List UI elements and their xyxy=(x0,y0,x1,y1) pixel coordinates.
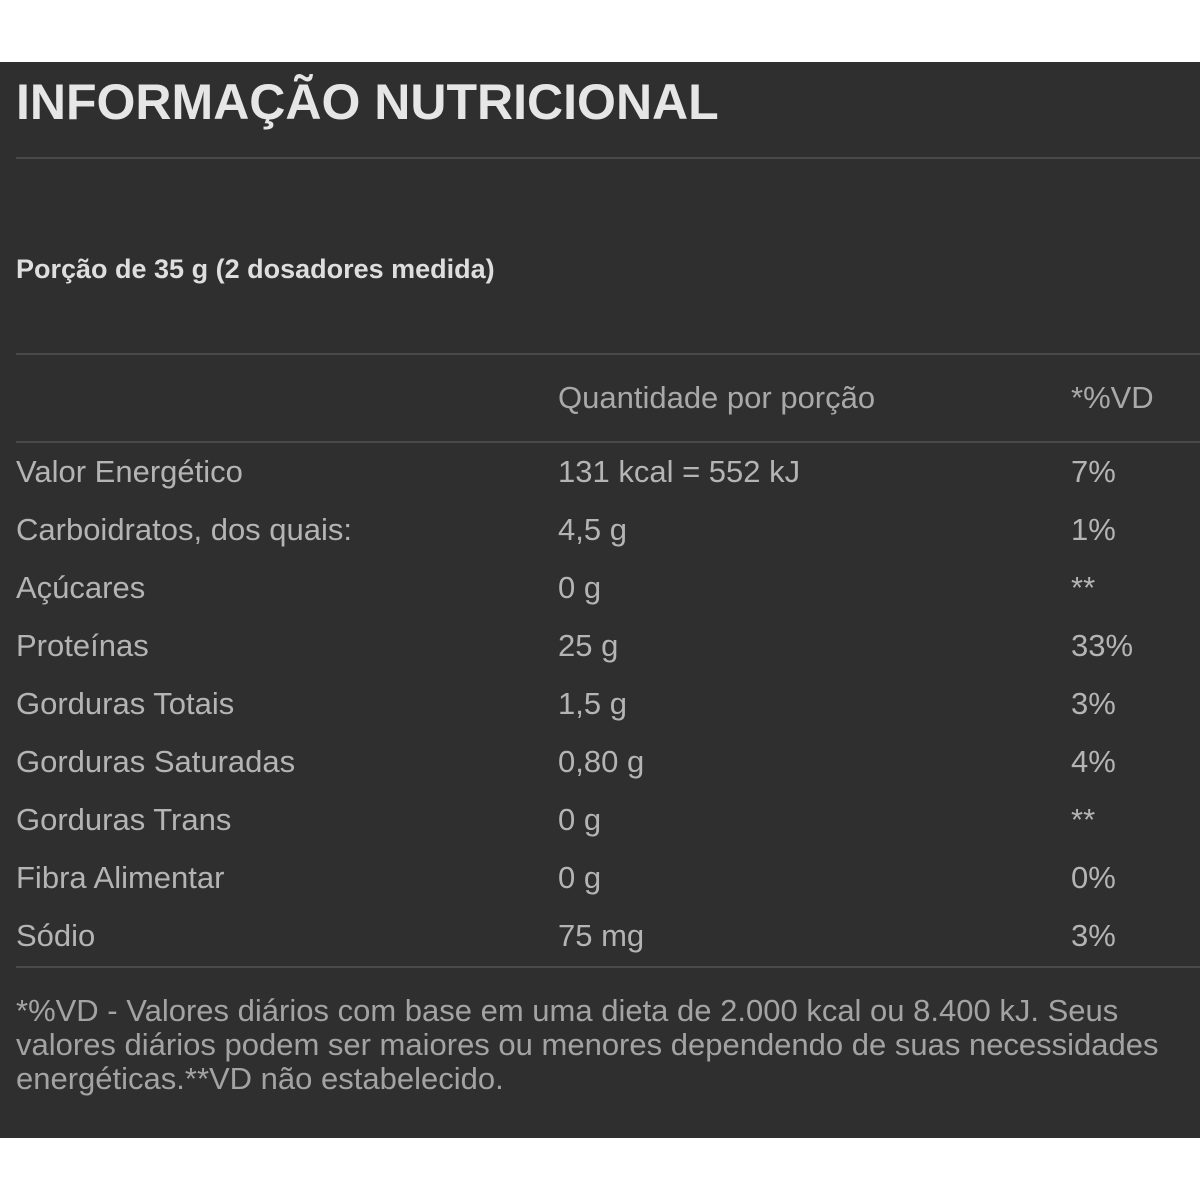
nutrient-name: Açúcares xyxy=(16,570,146,605)
table-row: Proteínas 25 g 33% xyxy=(0,628,1200,686)
nutrient-dv: 3% xyxy=(1071,918,1116,953)
nutrient-name: Gorduras Trans xyxy=(16,802,232,837)
column-header-dv: *%VD xyxy=(1071,380,1154,415)
nutrition-panel: INFORMAÇÃO NUTRICIONAL Porção de 35 g (2… xyxy=(0,62,1200,1138)
nutrient-dv: 4% xyxy=(1071,744,1116,779)
portion-size: Porção de 35 g (2 dosadores medida) xyxy=(16,254,495,284)
nutrient-amount: 0 g xyxy=(558,570,602,605)
table-row: Gorduras Saturadas 0,80 g 4% xyxy=(0,744,1200,802)
table-row: Gorduras Totais 1,5 g 3% xyxy=(0,686,1200,744)
nutrient-amount: 131 kcal = 552 kJ xyxy=(558,454,801,489)
table-row: Açúcares 0 g ** xyxy=(0,570,1200,628)
nutrient-name: Carboidratos, dos quais: xyxy=(16,512,353,547)
table-row: Valor Energético 131 kcal = 552 kJ 7% xyxy=(0,454,1200,512)
nutrient-amount: 0 g xyxy=(558,860,602,895)
divider xyxy=(16,353,1200,355)
nutrient-name: Proteínas xyxy=(16,628,149,663)
nutrient-dv: ** xyxy=(1071,802,1096,837)
nutrient-amount: 75 mg xyxy=(558,918,645,953)
nutrient-dv: 33% xyxy=(1071,628,1134,663)
nutrient-name: Valor Energético xyxy=(16,454,243,489)
table-row: Fibra Alimentar 0 g 0% xyxy=(0,860,1200,918)
nutrient-name: Gorduras Totais xyxy=(16,686,235,721)
nutrient-dv: 1% xyxy=(1071,512,1116,547)
table-row: Carboidratos, dos quais: 4,5 g 1% xyxy=(0,512,1200,570)
page-title: INFORMAÇÃO NUTRICIONAL xyxy=(16,74,719,130)
table-row: Sódio 75 mg 3% xyxy=(0,918,1200,976)
nutrient-amount: 25 g xyxy=(558,628,619,663)
column-header-quantity: Quantidade por porção xyxy=(558,380,876,415)
nutrient-name: Sódio xyxy=(16,918,96,953)
nutrient-amount: 0 g xyxy=(558,802,602,837)
nutrient-dv: ** xyxy=(1071,570,1096,605)
nutrient-amount: 1,5 g xyxy=(558,686,627,721)
footnote: *%VD - Valores diários com base em uma d… xyxy=(16,993,1159,1096)
nutrient-name: Gorduras Saturadas xyxy=(16,744,296,779)
nutrient-dv: 3% xyxy=(1071,686,1116,721)
nutrient-name: Fibra Alimentar xyxy=(16,860,225,895)
nutrient-dv: 7% xyxy=(1071,454,1116,489)
table-row: Gorduras Trans 0 g ** xyxy=(0,802,1200,860)
nutrient-amount: 4,5 g xyxy=(558,512,627,547)
nutrient-amount: 0,80 g xyxy=(558,744,645,779)
divider xyxy=(16,966,1200,968)
divider xyxy=(16,441,1200,443)
divider xyxy=(16,157,1200,159)
nutrient-dv: 0% xyxy=(1071,860,1116,895)
